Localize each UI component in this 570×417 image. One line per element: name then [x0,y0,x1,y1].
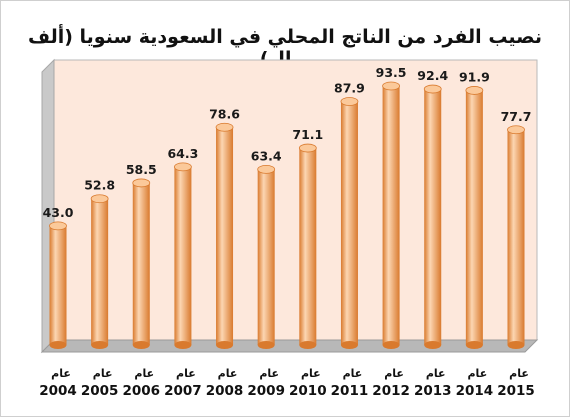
category-label: 2004 [39,383,77,399]
value-label: 93.5 [376,65,407,80]
bar [257,164,276,349]
bar-top [174,162,192,172]
value-label: 58.5 [126,162,157,177]
bar [298,143,317,349]
bar-body [424,89,442,345]
bar-top [215,122,234,132]
value-label: 91.9 [459,69,490,84]
category-label: 2009 [247,383,285,399]
bar-body [465,90,483,345]
bar-base [132,341,150,349]
bar-base [465,341,483,349]
category-label: 2007 [164,383,202,399]
category-prefix-label: عام [384,367,404,380]
bar [465,86,484,349]
category-label: 2014 [456,383,494,399]
bar-body [174,166,192,345]
category-prefix-label: عام [426,367,446,380]
bar-base [340,341,358,349]
category-prefix-label: عام [134,367,154,380]
bar-body [216,127,234,345]
bar-base [382,341,400,349]
category-prefix-label: عام [218,367,238,380]
bar-top [298,143,317,153]
value-label: 71.1 [292,127,323,142]
category-label: 2011 [331,383,369,399]
bar [132,178,151,349]
plot-area [40,58,539,354]
bar-body [257,169,275,345]
category-prefix-label: عام [301,367,321,380]
category-label: 2010 [289,383,327,399]
category-label: 2006 [122,383,160,399]
value-label: 87.9 [334,81,365,96]
bar [174,162,192,349]
bars-group [49,81,525,349]
value-label: 64.3 [167,146,198,161]
bar [215,122,234,349]
labels-group: 43.0 عام 2004 52.8 عام 2005 58.5 عام 2006 64.3 عام… [39,65,535,399]
bar [507,125,525,349]
bar-top [423,84,442,94]
category-label: 2015 [497,383,535,399]
category-prefix-label: عام [468,367,488,380]
bar [340,97,359,349]
bar-top [382,81,400,91]
category-prefix-label: عام [343,367,363,380]
bar-base [49,341,67,349]
bar-base [174,341,192,349]
bar-base [424,341,442,349]
bar-body [49,225,67,345]
bar-body [132,182,150,345]
category-prefix-label: عام [259,367,279,380]
bar-base [257,341,275,349]
bar [49,221,67,349]
bar-top [90,194,109,204]
plot-back-wall [53,59,538,341]
bar-base [299,341,317,349]
category-label: 2013 [414,383,452,399]
bar-body [299,148,317,345]
bar-body [382,86,400,345]
bar [382,81,400,349]
category-prefix-label: عام [176,367,196,380]
value-label: 92.4 [417,68,448,83]
bar-top [257,164,276,174]
bar-body [507,129,525,345]
bar-base [91,341,109,349]
value-label: 63.4 [251,148,282,163]
bar-body [340,101,358,345]
value-label: 78.6 [209,106,240,121]
value-label: 43.0 [43,205,74,220]
category-prefix-label: عام [93,367,113,380]
bar-top [507,125,525,135]
category-prefix-label: عام [51,367,71,380]
bar-top [49,221,67,231]
bar-base [507,341,525,349]
bar-top [132,178,151,188]
value-label: 52.8 [84,178,115,193]
bar-base [216,341,234,349]
category-label: 2012 [372,383,410,399]
bar-top [465,86,484,95]
bar [90,194,109,349]
category-label: 2005 [81,383,119,399]
value-label: 77.7 [501,109,532,124]
bar-body [91,198,109,345]
category-prefix-label: عام [509,367,529,380]
bar-top [340,97,359,106]
category-label: 2008 [206,383,244,399]
bar [423,84,442,349]
plot-floor [40,339,539,353]
